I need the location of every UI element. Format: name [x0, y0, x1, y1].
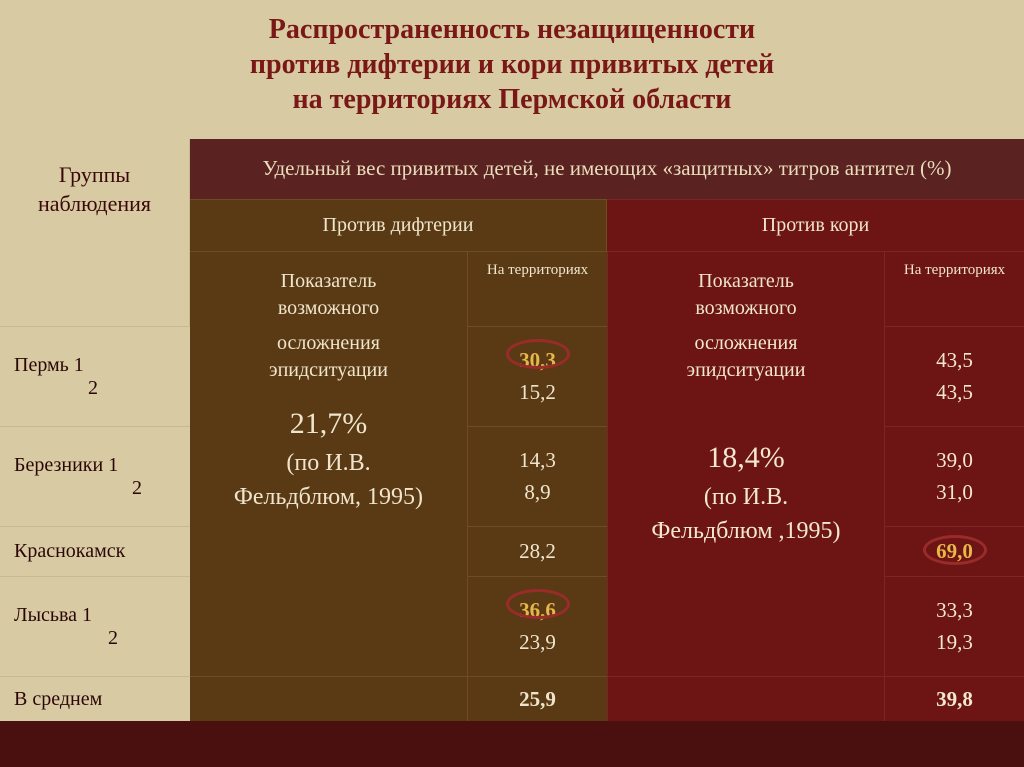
diphtheria-indicator-header: Показатель возможного [190, 251, 467, 326]
measles-territories-header: На территориях [884, 251, 1024, 326]
row-header-berezniki: Березники 1 2 [0, 426, 190, 526]
meas-avg-blank [607, 676, 884, 721]
slide: Распространенность незащищенности против… [0, 0, 1024, 767]
title-line-3: на территориях Пермской области [40, 82, 984, 117]
table-body: Пермь 1 2 Березники 1 2 Краснокамск Лысь… [0, 326, 1024, 721]
row-header-perm: Пермь 1 2 [0, 326, 190, 426]
diph-cell-krasnokamsk: 28,2 [467, 526, 607, 576]
col-header-groups: Группы наблюдения [0, 139, 190, 326]
title-line-1: Распространенность незащищенности [40, 12, 984, 47]
diphtheria-territories-header: На территориях [467, 251, 607, 326]
diph-avg-blank [190, 676, 467, 721]
measles-indicator-header: Показатель возможного [607, 251, 884, 326]
slide-title: Распространенность незащищенности против… [0, 0, 1024, 139]
col-header-measles: Против кори [607, 199, 1024, 251]
col-header-diphtheria: Против дифтерии [190, 199, 607, 251]
col-header-share: Удельный вес привитых детей, не имеющих … [190, 139, 1024, 199]
meas-cell-perm: 43,5 43,5 [884, 326, 1024, 426]
meas-cell-average: 39,8 [884, 676, 1024, 721]
table-header-area: Группы наблюдения Удельный вес привитых … [0, 139, 1024, 326]
meas-cell-lysva: 33,3 19,3 [884, 576, 1024, 676]
row-header-krasnokamsk: Краснокамск [0, 526, 190, 576]
measles-indicator-value: 18,4% [707, 438, 785, 479]
diph-cell-lysva: 36,6 23,9 [467, 576, 607, 676]
measles-subheader: Показатель возможного На территориях [607, 251, 1024, 326]
diphtheria-indicator-cell: осложнения эпидситуации 21,7% (по И.В. Ф… [190, 326, 467, 676]
diphtheria-subheader: Показатель возможного На территориях [190, 251, 607, 326]
diph-cell-berezniki: 14,3 8,9 [467, 426, 607, 526]
diph-cell-average: 25,9 [467, 676, 607, 721]
row-header-average: В среднем [0, 676, 190, 721]
meas-cell-krasnokamsk: 69,0 [884, 526, 1024, 576]
title-line-2: против дифтерии и кори привитых детей [40, 47, 984, 82]
measles-indicator-cell: осложнения эпидситуации 18,4% (по И.В. Ф… [607, 326, 884, 676]
meas-cell-berezniki: 39,0 31,0 [884, 426, 1024, 526]
row-header-lysva: Лысьва 1 2 [0, 576, 190, 676]
diphtheria-indicator-value: 21,7% [290, 404, 368, 445]
diph-cell-perm: 30,3 15,2 [467, 326, 607, 426]
